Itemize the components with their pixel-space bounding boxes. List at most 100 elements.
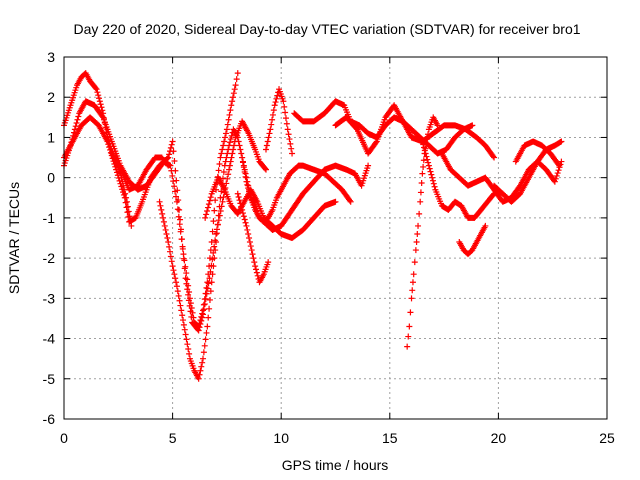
data-point-marker (263, 142, 270, 149)
data-point-marker (272, 99, 279, 106)
data-point-marker (271, 102, 278, 109)
data-point-marker (158, 206, 165, 213)
data-point-marker (117, 180, 124, 187)
data-point-marker (205, 201, 212, 208)
data-point-marker (273, 95, 280, 102)
data-point-marker (262, 165, 269, 172)
data-point-marker (211, 255, 218, 262)
data-point-marker (285, 131, 292, 138)
data-point-marker (156, 198, 163, 205)
data-point-marker (206, 197, 213, 204)
data-point-marker (164, 161, 171, 168)
data-point-marker (552, 175, 559, 182)
series-arc-14 (456, 222, 489, 258)
data-point-marker (72, 123, 79, 130)
data-point-marker (418, 180, 425, 187)
data-point-marker (241, 166, 248, 173)
data-point-marker (551, 178, 558, 185)
data-series (61, 70, 565, 382)
data-point-marker (246, 190, 253, 197)
data-point-marker (226, 139, 233, 146)
data-point-marker (229, 98, 236, 105)
data-point-marker (165, 239, 172, 246)
data-point-marker (229, 94, 236, 101)
data-point-marker (226, 166, 233, 173)
data-point-marker (172, 167, 179, 174)
data-point-marker (239, 158, 246, 165)
data-point-marker (217, 194, 224, 201)
data-point-marker (211, 207, 218, 214)
data-point-marker (211, 243, 218, 250)
series-arc-8 (239, 154, 354, 225)
data-point-marker (202, 336, 209, 343)
data-point-marker (236, 197, 243, 204)
data-point-marker (118, 183, 125, 190)
data-point-marker (265, 134, 272, 141)
data-point-marker (201, 301, 208, 308)
data-point-marker (213, 230, 220, 237)
data-point-marker (219, 198, 226, 205)
data-point-marker (71, 126, 78, 133)
data-point-marker (186, 302, 193, 309)
data-point-marker (243, 174, 250, 181)
data-point-marker (176, 206, 183, 213)
data-point-marker (425, 162, 432, 169)
data-point-marker (198, 363, 205, 370)
data-point-marker (175, 197, 182, 204)
data-point-marker (406, 323, 413, 330)
data-point-marker (287, 140, 294, 147)
data-point-marker (413, 239, 420, 246)
data-point-marker (157, 202, 164, 209)
data-point-marker (160, 218, 167, 225)
data-point-marker (198, 317, 205, 324)
data-point-marker (185, 297, 192, 304)
data-point-marker (421, 147, 428, 154)
data-point-marker (97, 101, 104, 108)
data-point-marker (74, 116, 81, 123)
data-point-marker (346, 197, 353, 204)
data-point-marker (421, 144, 428, 151)
data-point-marker (220, 142, 227, 149)
data-point-marker (232, 82, 239, 89)
data-point-marker (94, 89, 101, 96)
data-point-marker (420, 163, 427, 170)
data-point-marker (434, 122, 441, 129)
data-point-marker (237, 146, 244, 153)
data-point-marker (405, 333, 412, 340)
data-point-marker (173, 279, 180, 286)
data-point-marker (408, 295, 415, 302)
data-point-marker (171, 183, 178, 190)
data-point-marker (242, 219, 249, 226)
y-tick-label: 3 (47, 49, 55, 65)
data-point-marker (241, 216, 248, 223)
data-point-marker (170, 267, 177, 274)
data-point-marker (107, 146, 114, 153)
data-point-marker (227, 107, 234, 114)
data-point-marker (195, 375, 202, 382)
data-point-marker (555, 167, 562, 174)
data-point-marker (206, 305, 213, 312)
data-point-marker (168, 258, 175, 265)
data-point-marker (128, 222, 135, 229)
data-point-marker (282, 115, 289, 122)
data-point-marker (423, 153, 430, 160)
series-arc-16 (491, 158, 565, 205)
data-point-marker (166, 151, 173, 158)
data-point-marker (267, 126, 274, 133)
data-point-marker (106, 144, 113, 151)
data-point-marker (180, 317, 187, 324)
y-tick-label: 1 (47, 129, 55, 145)
data-point-marker (122, 199, 129, 206)
data-point-marker (269, 116, 276, 123)
data-point-marker (219, 146, 226, 153)
data-point-marker (274, 92, 281, 99)
data-point-marker (115, 175, 122, 182)
series-arc-4 (108, 150, 172, 193)
data-point-marker (177, 302, 184, 309)
data-point-marker (411, 259, 418, 266)
data-point-marker (200, 355, 207, 362)
data-point-marker (183, 270, 190, 277)
data-point-marker (213, 230, 220, 237)
data-point-marker (236, 142, 243, 149)
data-point-marker (235, 138, 242, 145)
